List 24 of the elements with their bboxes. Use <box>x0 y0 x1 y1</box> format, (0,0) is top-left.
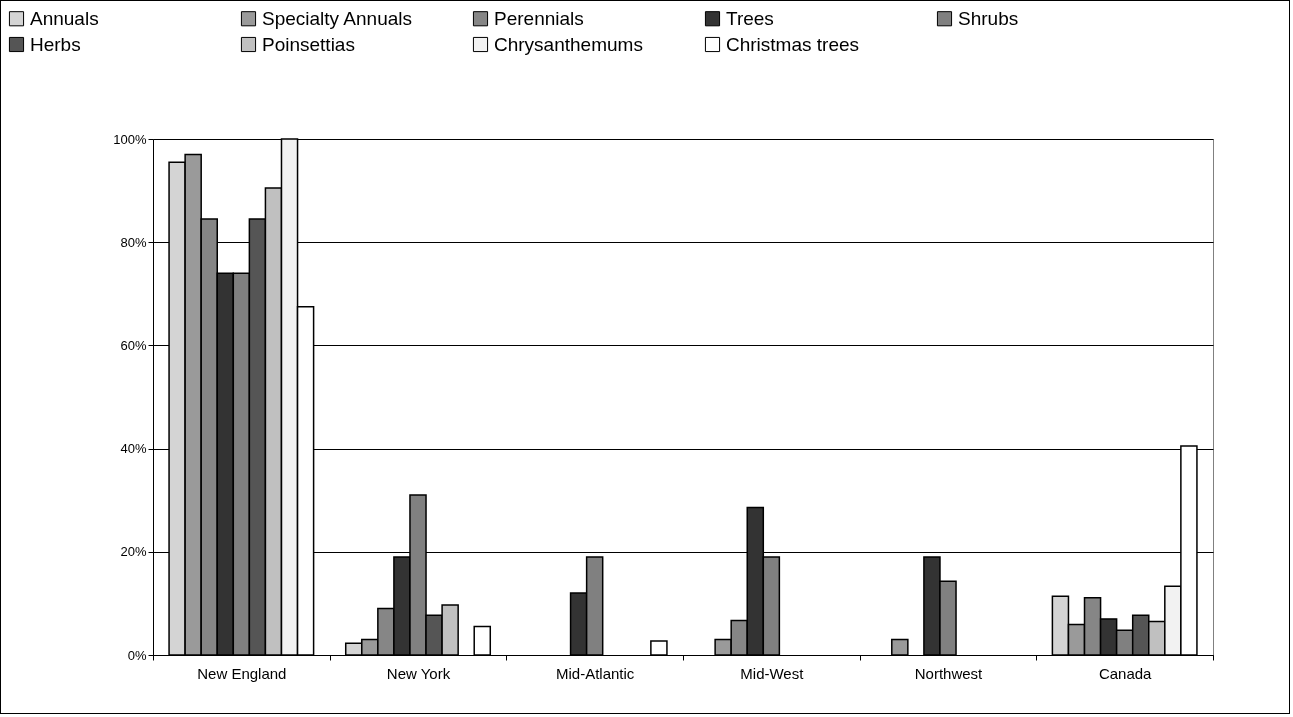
legend-label: Christmas trees <box>726 33 860 55</box>
legend-label: Herbs <box>30 33 81 55</box>
y-tick-label: 60% <box>120 337 147 353</box>
y-tick-label: 40% <box>120 441 147 457</box>
x-tick-label: New England <box>197 664 287 682</box>
y-tick-label: 20% <box>120 544 147 560</box>
legend-label: Trees <box>726 7 774 29</box>
x-tick-label: New York <box>386 664 451 682</box>
legend-label: Perennials <box>494 7 584 29</box>
y-tick-label: 100% <box>113 131 147 147</box>
legend-label: Poinsettias <box>262 33 355 55</box>
bar <box>473 625 492 656</box>
x-tick-label: Canada <box>1098 664 1153 682</box>
x-tick-label: Mid-Atlantic <box>555 664 635 682</box>
y-tick-label: 0% <box>127 647 147 663</box>
bar <box>891 638 909 656</box>
x-tick-label: Mid-West <box>740 664 805 682</box>
legend-label: Annuals <box>30 7 99 29</box>
y-tick-label: 80% <box>120 234 147 250</box>
legend-label: Chrysanthemums <box>494 33 643 55</box>
bar <box>650 640 668 656</box>
legend-label: Specialty Annuals <box>262 7 412 29</box>
x-tick-label: Northwest <box>914 664 984 682</box>
legend-label: Shrubs <box>958 7 1019 29</box>
